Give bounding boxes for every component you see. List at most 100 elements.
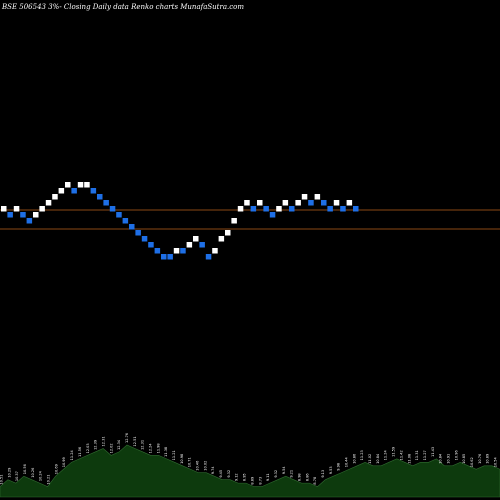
volume-label: 12.03 xyxy=(86,443,90,453)
volume-label: 8.73 xyxy=(258,477,262,485)
volume-label: 11.24 xyxy=(70,450,74,461)
down-brick xyxy=(308,200,314,206)
volume-label: 11.23 xyxy=(360,450,364,460)
volume-label: 9.54 xyxy=(282,466,286,475)
down-brick xyxy=(269,212,276,218)
reference-lines xyxy=(0,209,500,230)
volume-label: 10.21 xyxy=(47,475,51,485)
volume-label: 10.84 xyxy=(376,453,380,464)
volume-label: 12.76 xyxy=(125,433,129,443)
up-brick xyxy=(193,236,199,242)
volume-label: 10.44 xyxy=(345,456,349,467)
down-brick xyxy=(109,206,116,212)
volume-label: 10.84 xyxy=(439,453,443,464)
volume-label: 10.89 xyxy=(486,454,490,464)
down-brick xyxy=(129,224,135,230)
volume-label: 9.11 xyxy=(266,473,270,481)
volume-label: 10.86 xyxy=(352,454,356,464)
volume-label: 10.02 xyxy=(203,461,207,471)
volume-label: 10.56 xyxy=(23,464,27,474)
volume-label: 8.98 xyxy=(297,473,301,481)
volume-label: 11.08 xyxy=(407,454,411,464)
volume-label: 11.43 xyxy=(431,447,435,457)
volume-label: 10.24 xyxy=(39,470,43,481)
up-brick xyxy=(218,236,225,242)
down-brick xyxy=(135,230,141,236)
volume-label: 9.45 xyxy=(219,470,223,478)
up-brick xyxy=(13,206,20,212)
down-brick xyxy=(148,242,154,248)
volume-label: 9.74 xyxy=(211,466,215,475)
volume-label: 9.53 xyxy=(329,466,333,474)
volume-label: 12.39 xyxy=(94,440,98,450)
down-brick xyxy=(26,218,33,224)
volume-label: 9.98 xyxy=(337,463,341,471)
up-brick xyxy=(1,206,7,212)
up-brick xyxy=(301,194,308,200)
volume-label: 11.56 xyxy=(78,447,82,457)
down-brick xyxy=(103,200,109,206)
volume-label: 8.95 xyxy=(243,473,247,481)
volume-label: 12.51 xyxy=(133,436,137,446)
up-brick xyxy=(237,206,244,212)
up-brick xyxy=(58,188,65,194)
volume-label: 10.46 xyxy=(196,461,200,471)
volume-label: 12.24 xyxy=(148,443,152,454)
down-brick xyxy=(7,212,13,218)
down-brick xyxy=(116,212,122,218)
volume-label: 10.91 xyxy=(446,454,450,464)
down-brick xyxy=(289,206,295,212)
up-brick xyxy=(244,200,250,206)
volume-label: 11.02 xyxy=(368,454,372,464)
down-brick xyxy=(141,236,148,242)
volume-label: 9.32 xyxy=(227,470,231,478)
volume-label: 10.51 xyxy=(0,475,4,485)
up-brick xyxy=(231,218,237,224)
volume-label: 10.76 xyxy=(478,454,482,464)
volume-label: 10.37 xyxy=(15,471,19,481)
up-brick xyxy=(282,200,289,206)
volume-label: 8.86 xyxy=(305,473,309,481)
volume-label: 9.12 xyxy=(235,473,239,481)
down-brick xyxy=(340,206,346,212)
down-brick xyxy=(321,200,327,206)
up-brick xyxy=(173,248,180,254)
up-brick xyxy=(346,200,353,206)
up-brick xyxy=(52,194,58,200)
volume-label: 9.21 xyxy=(290,470,294,478)
volume-label: 8.78 xyxy=(313,477,317,485)
up-brick xyxy=(225,230,231,236)
down-brick xyxy=(20,212,26,218)
volume-label: 10.54 xyxy=(494,456,498,467)
up-brick xyxy=(295,200,301,206)
down-brick xyxy=(327,206,333,212)
volume-label: 10.85 xyxy=(462,454,466,464)
volume-label: 11.98 xyxy=(156,443,160,453)
volume-label: 10.99 xyxy=(62,457,66,467)
down-brick xyxy=(205,254,212,260)
up-brick xyxy=(84,182,90,188)
chart-title: BSE 506543 3%- Closing Daily data Renko … xyxy=(1,3,244,11)
down-brick xyxy=(199,242,205,248)
volume-label: 12.34 xyxy=(117,439,121,450)
volume-label: 10.29 xyxy=(7,468,11,478)
down-brick xyxy=(97,194,103,200)
down-brick xyxy=(353,206,359,212)
down-brick xyxy=(250,206,257,212)
down-brick xyxy=(167,254,173,260)
volume-label: 9.32 xyxy=(274,470,278,478)
down-brick xyxy=(71,188,77,194)
down-brick xyxy=(154,248,161,254)
volume-label: 10.69 xyxy=(54,464,58,474)
up-brick xyxy=(333,200,340,206)
up-brick xyxy=(39,206,45,212)
up-brick xyxy=(257,200,263,206)
volume-label: 10.62 xyxy=(470,457,474,467)
up-brick xyxy=(186,242,193,248)
up-brick xyxy=(45,200,52,206)
volume-label: 11.21 xyxy=(172,450,176,460)
down-brick xyxy=(90,188,97,194)
down-brick xyxy=(122,218,129,224)
